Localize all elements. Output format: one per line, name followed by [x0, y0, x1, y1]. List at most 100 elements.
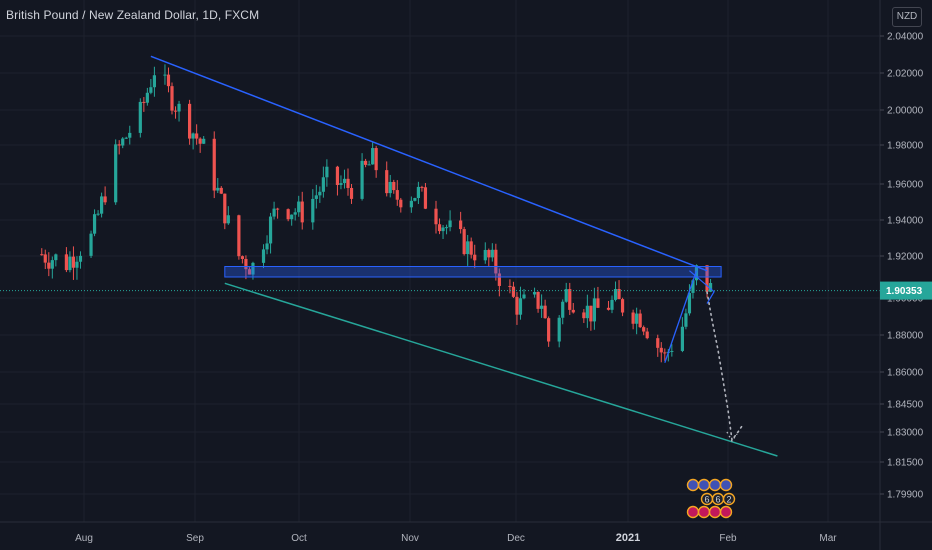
time-tick-label: 2021 [616, 532, 640, 544]
price-tick-label: 2.00000 [887, 106, 924, 117]
candle-body [325, 166, 329, 178]
candle-body [219, 187, 223, 194]
candle-body [47, 262, 51, 269]
candle-body [434, 208, 438, 225]
candle-body [589, 305, 593, 322]
candle-body [423, 187, 428, 209]
candle-body [388, 181, 392, 194]
candle-body [441, 227, 445, 232]
event-icon [719, 478, 733, 492]
candle-body [487, 249, 491, 258]
projection-arrowhead [726, 431, 738, 443]
price-tick-label: 1.86000 [887, 368, 924, 379]
candle-body [293, 212, 297, 215]
event-count-label: 6 [715, 495, 720, 505]
candle-body [64, 254, 68, 271]
candle-body [635, 313, 639, 324]
candle-body [670, 350, 674, 352]
candle-body [684, 313, 688, 327]
candle-body [138, 101, 142, 133]
price-tick-label: 1.84500 [887, 400, 924, 411]
candle-body [128, 132, 132, 138]
candle-body [374, 148, 378, 171]
event-icon [697, 505, 711, 519]
candle-body [522, 294, 526, 299]
candle-body [349, 187, 354, 199]
candle-body [240, 256, 244, 259]
price-tick-label: 1.94000 [887, 216, 924, 227]
candle-body [100, 196, 104, 214]
candle-body [78, 255, 83, 262]
candle-body [444, 227, 449, 229]
last-price-label: 1.90353 [886, 286, 923, 297]
candle-body [416, 186, 420, 199]
candle-body [473, 254, 477, 261]
candle-body [367, 164, 371, 166]
candle-body [68, 256, 72, 271]
resistance-zone [224, 266, 722, 278]
candle-body [103, 196, 107, 203]
candle-body [244, 258, 248, 270]
candle-body [610, 299, 614, 310]
candle-body [261, 249, 266, 263]
price-tick-label: 1.92000 [887, 252, 924, 263]
price-axis[interactable]: 2.04000 2.02000 2.00000 1.98000 1.96000 1.940… [879, 0, 932, 550]
candle-body [469, 241, 473, 255]
event-icon [686, 478, 700, 492]
time-tick-label: Oct [291, 533, 307, 544]
candle-body [497, 273, 501, 286]
price-tick-label: 1.88000 [887, 331, 924, 342]
candle-body [543, 305, 547, 319]
candle-body [540, 305, 544, 309]
lower-trendline [224, 282, 778, 457]
candle-body [117, 144, 121, 146]
price-tick-label: 1.98000 [887, 141, 924, 152]
currency-badge[interactable]: NZD [892, 7, 922, 27]
candle-body [223, 193, 227, 224]
candle-body [638, 313, 642, 328]
candle-body [92, 214, 97, 234]
candle-body [585, 305, 589, 319]
candle-body [564, 289, 568, 302]
price-tick-label: 1.96000 [887, 180, 924, 191]
candle-body [462, 229, 466, 255]
candle-body [195, 133, 199, 139]
candle-body [582, 312, 586, 319]
time-tick-label: Aug [75, 533, 93, 544]
candle-body [226, 215, 230, 224]
candle-body [547, 318, 551, 342]
candle-body [511, 286, 516, 297]
time-tick-label: Nov [401, 533, 419, 544]
candle-body [188, 103, 192, 139]
candle-body [561, 301, 565, 318]
price-tick-label: 1.79900 [887, 490, 924, 501]
candle-body [606, 307, 611, 310]
candle-body [342, 178, 347, 184]
candle-body [360, 160, 364, 199]
candle-body [420, 186, 424, 188]
event-icon [719, 505, 733, 519]
price-tick-label: 2.02000 [887, 69, 924, 80]
candle-body [170, 86, 174, 111]
candle-body [177, 103, 181, 112]
candle-body [392, 181, 396, 191]
candle-body [620, 299, 625, 313]
candle-body [300, 201, 304, 223]
candle-body [483, 249, 487, 261]
candle-body [437, 224, 442, 232]
candle-body [448, 220, 452, 228]
candle-body [265, 243, 269, 250]
candle-body [515, 296, 519, 315]
candle-body [71, 256, 76, 268]
candle-body [663, 352, 667, 354]
candle-body [163, 74, 167, 76]
candle-body [536, 291, 540, 309]
candle-body [659, 347, 663, 353]
candle-body [339, 183, 343, 185]
candle-body [592, 298, 596, 322]
candle-body [557, 317, 561, 342]
candle-body [268, 216, 273, 244]
candle-body [272, 208, 276, 217]
